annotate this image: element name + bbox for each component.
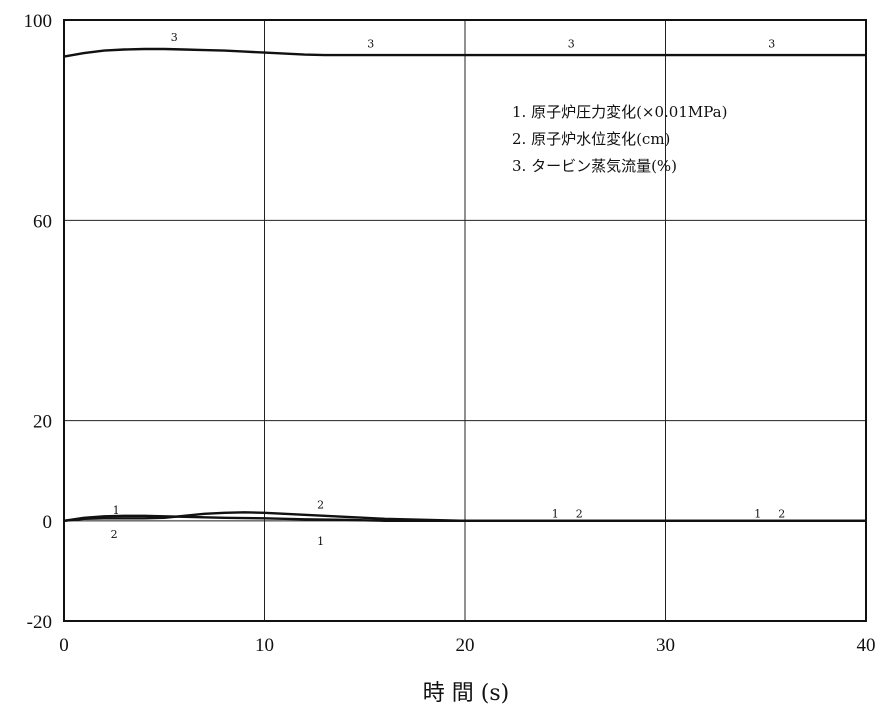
line-label-2-5: 2	[111, 528, 118, 541]
line-label-2-9: 2	[576, 507, 583, 520]
line-labels: 3 3 3 3 1 2 2 1 1 2 1 2	[111, 31, 786, 548]
line-label-1-4: 1	[113, 504, 120, 517]
line-label-3-1: 3	[367, 38, 374, 51]
legend: 1. 原子炉圧力変化(×0.01MPa) 2. 原子炉水位変化(cm) 3. タ…	[512, 103, 727, 175]
x-tick-label-30: 30	[656, 635, 675, 656]
y-tick-label-0: 0	[43, 512, 53, 533]
plot-frame	[63, 19, 867, 622]
line-label-3-2: 3	[568, 38, 575, 51]
legend-item-3: 3. タービン蒸気流量(%)	[512, 157, 677, 175]
tick-labels: 0 10 20 30 40 100 60 20 0 -20	[24, 11, 876, 656]
y-tick-label-20: 20	[33, 412, 52, 433]
line-label-2-6: 2	[317, 498, 324, 511]
series-lines	[63, 47, 866, 522]
line-label-3-0: 3	[171, 31, 178, 44]
line-label-1-10: 1	[754, 507, 761, 520]
line-label-1-7: 1	[317, 535, 324, 548]
x-tick-label-20: 20	[456, 635, 475, 656]
y-tick-label-100: 100	[24, 11, 53, 32]
line-label-2-11: 2	[778, 507, 785, 520]
series-line-2	[63, 511, 866, 522]
y-tick-label--20: -20	[27, 612, 52, 633]
legend-item-2: 2. 原子炉水位変化(cm)	[512, 130, 670, 148]
grid-lines	[64, 20, 866, 621]
x-axis-label: 時 間 (s)	[423, 681, 509, 706]
line-label-1-8: 1	[552, 507, 559, 520]
x-tick-label-10: 10	[255, 635, 274, 656]
line-label-3-3: 3	[768, 38, 775, 51]
y-tick-label-60: 60	[33, 211, 52, 232]
legend-item-1: 1. 原子炉圧力変化(×0.01MPa)	[512, 103, 727, 121]
x-tick-label-40: 40	[857, 635, 876, 656]
series-line-3	[63, 47, 866, 58]
x-tick-label-0: 0	[59, 635, 69, 656]
